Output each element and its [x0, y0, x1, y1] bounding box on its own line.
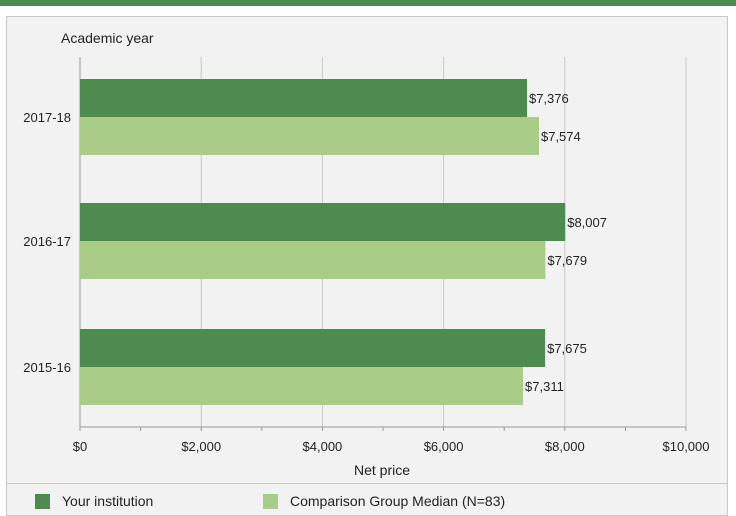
chart-legend: Your institution Comparison Group Median…: [6, 484, 728, 516]
top-accent-bar: [0, 0, 736, 6]
x-tick-label: $10,000: [663, 439, 710, 454]
y-category-label: 2016-17: [23, 234, 71, 249]
x-tick-label: $4,000: [303, 439, 343, 454]
bar-value-label: $7,311: [525, 379, 564, 394]
legend-item-your-institution: Your institution: [35, 492, 153, 510]
bar-your-institution: [80, 203, 566, 241]
bar-comparison-median: [80, 367, 524, 405]
y-category-label: 2017-18: [23, 110, 71, 125]
bar-comparison-median: [80, 117, 539, 155]
legend-swatch-comparison-median: [263, 493, 278, 509]
x-tick-label: $2,000: [181, 439, 221, 454]
legend-item-comparison-median: Comparison Group Median (N=83): [263, 492, 505, 510]
legend-swatch-your-institution: [35, 493, 50, 509]
bar-your-institution: [80, 79, 527, 117]
x-tick-label: $0: [73, 439, 87, 454]
bar-value-label: $7,679: [547, 253, 587, 268]
x-tick-label: $8,000: [545, 439, 585, 454]
legend-label-comparison-median: Comparison Group Median (N=83): [290, 493, 506, 509]
y-axis-title: Academic year: [61, 30, 154, 46]
legend-label-your-institution: Your institution: [62, 493, 154, 509]
bar-value-label: $7,376: [529, 91, 569, 106]
bar-value-label: $7,574: [541, 129, 581, 144]
bar-value-label: $7,675: [547, 341, 587, 356]
bar-value-label: $8,007: [567, 215, 607, 230]
net-price-bar-chart: $0 $2,000 $4,000 $6,000 $8,000 $10,000 2017-18…: [23, 30, 710, 478]
chart-frame: $0 $2,000 $4,000 $6,000 $8,000 $10,000 2017-18…: [6, 16, 728, 484]
x-axis-title: Net price: [354, 462, 410, 478]
bar-your-institution: [80, 329, 546, 367]
y-category-label: 2015-16: [23, 360, 71, 375]
bar-comparison-median: [80, 241, 546, 279]
x-tick-label: $6,000: [424, 439, 464, 454]
